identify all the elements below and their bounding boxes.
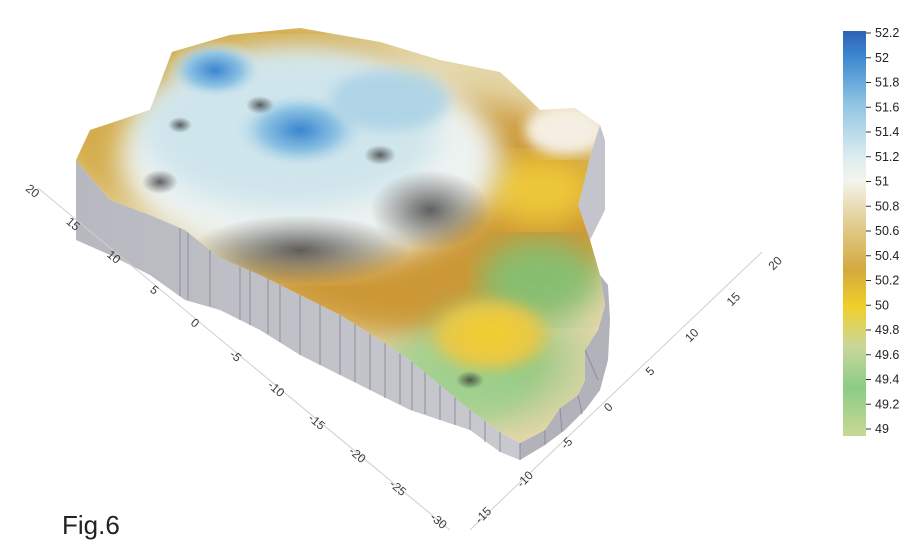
- colorbar-ramp: [843, 31, 866, 436]
- axis-left-tick-label: 5: [147, 282, 161, 297]
- colorbar-tick-label: 51.8: [875, 76, 899, 90]
- colorbar-tick-label: 49.8: [875, 323, 899, 337]
- axis-right-tick-label: 0: [601, 400, 616, 415]
- colorbar: 52.2 52 51.8 51.6 51.4 51.2 51 50.8 50.6 50.4 50.2…: [843, 26, 899, 436]
- axis-right-tick-label: 20: [765, 253, 785, 273]
- figure-label: Fig.6: [62, 510, 120, 540]
- colorbar-tick-label: 49.6: [875, 348, 899, 362]
- axis-right-tick-label: 15: [724, 289, 744, 309]
- axis-left-tick-label: 20: [23, 181, 42, 201]
- axis-right-tick-label: -15: [472, 504, 494, 526]
- colorbar-ticks: 52.2 52 51.8 51.6 51.4 51.2 51 50.8 50.6 50.4 50.2…: [866, 26, 899, 436]
- colorbar-tick-label: 51.4: [875, 125, 899, 139]
- colorbar-tick-label: 51: [875, 175, 889, 189]
- colorbar-tick-label: 51.2: [875, 150, 899, 164]
- axis-left-tick-label: -30: [427, 510, 450, 532]
- axis-right-tick-label: -10: [514, 468, 536, 490]
- axis-left-tick-label: -10: [265, 378, 288, 400]
- colorbar-tick-label: 50.8: [875, 199, 899, 213]
- colorbar-tick-label: 49.2: [875, 397, 899, 411]
- colorbar-tick-label: 50.4: [875, 249, 899, 263]
- colorbar-tick-label: 50.2: [875, 274, 899, 288]
- axis-right-tick-label: 10: [682, 325, 702, 345]
- colorbar-tick-label: 49.4: [875, 373, 899, 387]
- block-walls: [76, 125, 610, 460]
- axis-left-tick-label: -15: [306, 411, 329, 433]
- axis-left-tick-label: -5: [227, 347, 244, 365]
- colorbar-tick-label: 51.6: [875, 100, 899, 114]
- colorbar-tick-label: 52.2: [875, 26, 899, 40]
- axis-lines: [37, 187, 763, 531]
- colorbar-tick-label: 50: [875, 298, 889, 312]
- axis-right-tick-label: -5: [558, 434, 576, 452]
- colorbar-tick-label: 50.6: [875, 224, 899, 238]
- colorbar-tick-label: 52: [875, 51, 889, 65]
- colorbar-tick-label: 49: [875, 422, 889, 436]
- axis-right-tick-label: 5: [643, 364, 658, 379]
